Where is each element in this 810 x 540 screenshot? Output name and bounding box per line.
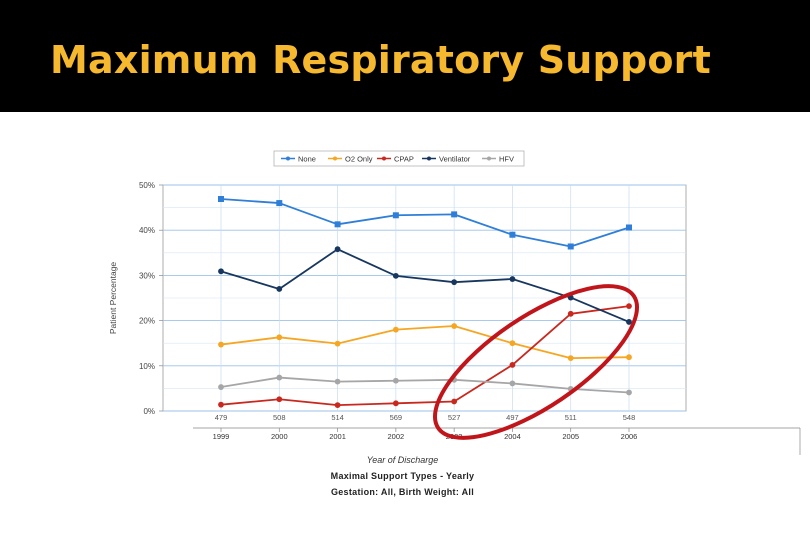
data-point <box>218 384 224 390</box>
x-tick-label: 2001 <box>329 432 346 441</box>
count-label: 511 <box>565 413 577 422</box>
data-point <box>334 378 341 385</box>
data-point <box>567 243 574 250</box>
slide-title: Maximum Respiratory Support <box>50 38 711 82</box>
y-axis-label: Patient Percentage <box>108 262 118 335</box>
legend-entry: O2 Only <box>345 154 373 163</box>
count-label: 527 <box>448 413 461 422</box>
data-point <box>392 326 399 333</box>
series-line-o2-only <box>220 325 630 360</box>
series-line-cpap <box>220 305 630 407</box>
data-point <box>626 319 632 325</box>
data-point <box>509 361 516 368</box>
y-tick-label: 30% <box>139 271 155 280</box>
data-point <box>451 323 458 329</box>
highlight-ellipse <box>432 284 640 440</box>
legend-marker <box>286 156 290 161</box>
data-point <box>626 303 632 310</box>
data-point <box>392 400 399 407</box>
data-point <box>276 396 283 403</box>
x-tick-label: 2000 <box>271 432 288 441</box>
data-point <box>334 340 341 347</box>
x-tick-label: 2005 <box>562 432 579 441</box>
data-point <box>451 279 458 286</box>
data-point <box>509 340 516 347</box>
data-point <box>276 200 283 207</box>
data-point <box>392 212 399 219</box>
data-point <box>392 272 399 279</box>
data-point <box>626 354 632 361</box>
series-line-hfv <box>220 376 630 394</box>
legend-entry: None <box>298 154 316 163</box>
y-tick-label: 20% <box>139 317 155 326</box>
x-tick-label: 2002 <box>388 432 405 441</box>
data-point <box>567 355 574 362</box>
x-axis-label: Year of Discharge <box>366 455 439 465</box>
data-point <box>509 231 516 238</box>
x-tick-label: 2006 <box>621 432 638 441</box>
count-label: 508 <box>273 413 286 422</box>
data-point <box>218 401 224 408</box>
chart-subtitle-2: Gestation: All, Birth Weight: All <box>330 487 475 497</box>
title-bar: Maximum Respiratory Support <box>0 0 810 112</box>
legend-marker <box>333 156 337 161</box>
data-point <box>392 377 399 384</box>
y-tick-label: 40% <box>139 226 155 235</box>
legend-marker <box>382 156 386 161</box>
data-point <box>509 380 516 387</box>
data-point <box>451 398 458 405</box>
legend-entry: CPAP <box>394 154 414 163</box>
chart-subtitle-1: Maximal Support Types - Yearly <box>330 471 475 481</box>
data-point <box>509 276 516 282</box>
data-point <box>218 268 224 275</box>
data-point <box>567 310 574 317</box>
data-point <box>276 374 283 381</box>
data-point <box>276 286 283 292</box>
series-line-none <box>220 198 630 248</box>
count-label: 514 <box>331 413 344 422</box>
data-point <box>334 246 341 253</box>
legend-box <box>273 150 525 167</box>
x-tick-label: 2004 <box>504 432 521 441</box>
series-line-ventilator <box>220 248 630 323</box>
legend-entry: HFV <box>499 154 514 163</box>
data-point <box>218 341 224 348</box>
count-label: 479 <box>215 413 228 422</box>
data-point <box>334 221 341 228</box>
legend-marker <box>487 156 491 161</box>
count-label: 548 <box>623 413 636 422</box>
data-point <box>626 224 632 231</box>
x-tick-label: 1999 <box>213 432 230 441</box>
count-label: 569 <box>390 413 403 422</box>
data-point <box>334 402 341 409</box>
count-label: 497 <box>506 413 519 422</box>
data-point <box>626 389 632 396</box>
y-tick-label: 10% <box>139 362 155 371</box>
y-tick-label: 0% <box>143 407 155 416</box>
data-point <box>218 196 224 203</box>
data-point <box>276 334 283 341</box>
legend-entry: Ventilator <box>439 154 471 163</box>
legend-marker <box>427 156 431 161</box>
data-point <box>451 211 458 218</box>
y-tick-label: 50% <box>139 181 155 190</box>
